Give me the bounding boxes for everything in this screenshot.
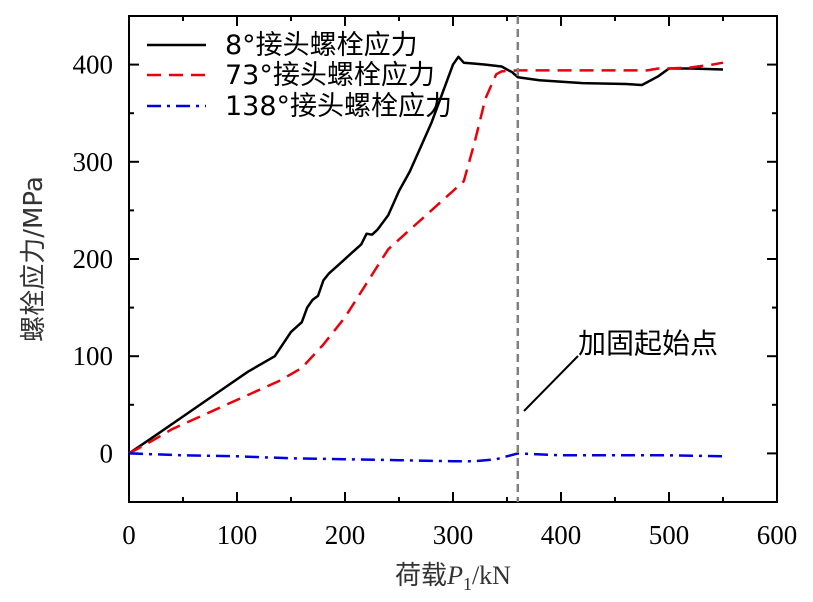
series-line-1 — [128, 61, 724, 455]
series-line-2 — [128, 452, 724, 463]
x-axis-title-prefix: 荷载 — [395, 561, 447, 591]
annotation-pointer-line — [523, 355, 579, 412]
legend-label-1: 73°接头螺栓应力 — [225, 60, 435, 91]
y-tick-label: 100 — [73, 341, 114, 371]
legend-label-2: 138°接头螺栓应力 — [225, 91, 452, 122]
series-lines — [128, 55, 724, 463]
x-tick-label: 600 — [757, 520, 798, 550]
y-tick-label: 200 — [73, 244, 114, 274]
y-axis-title: 螺栓应力/MPa — [19, 176, 49, 342]
x-tick-label: 400 — [541, 520, 582, 550]
annotation-group: 加固起始点 — [523, 327, 718, 412]
y-tick-label: 0 — [100, 438, 114, 468]
x-axis-title: 荷载P1/kN — [395, 561, 511, 594]
x-tick-label: 300 — [433, 520, 474, 550]
x-axis-title-suffix: /kN — [472, 561, 511, 590]
x-tick-label: 500 — [649, 520, 690, 550]
x-axis-title-subscript: 1 — [463, 574, 472, 594]
x-tick-label: 0 — [122, 520, 136, 550]
y-tick-label: 400 — [73, 50, 114, 80]
annotation-label: 加固起始点 — [578, 327, 718, 360]
series-line-0 — [128, 55, 724, 455]
axis-tick-labels: 0 100 200 300 400 500 600 0 100 200 300 400 — [73, 50, 798, 550]
x-tick-label: 100 — [217, 520, 258, 550]
legend-label-0: 8°接头螺栓应力 — [225, 30, 418, 61]
axis-ticks — [128, 15, 778, 503]
x-tick-label: 200 — [325, 520, 366, 550]
x-axis-title-variable: P — [446, 561, 463, 590]
y-tick-label: 300 — [73, 147, 114, 177]
